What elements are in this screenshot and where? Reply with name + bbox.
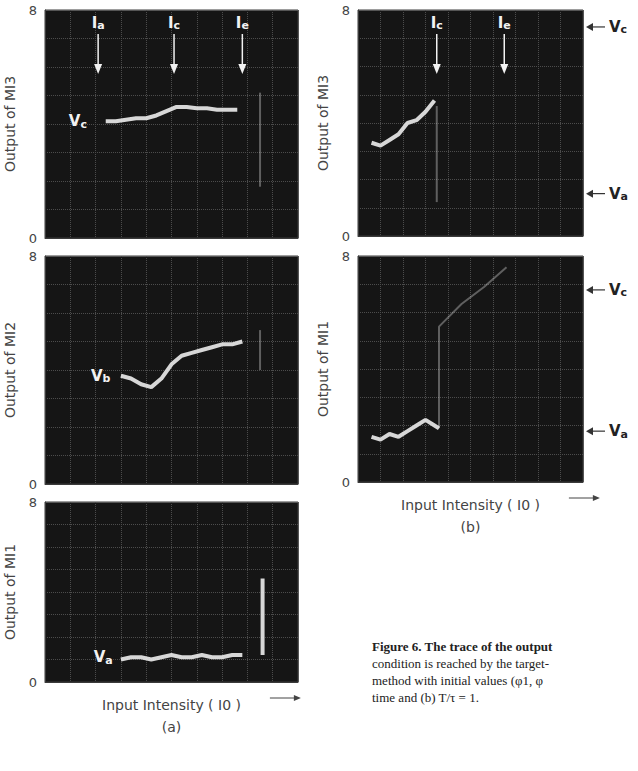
svg-text:e: e [241, 19, 248, 32]
svg-text:0: 0 [29, 477, 37, 492]
svg-text:V: V [94, 648, 106, 666]
svg-text:V: V [69, 112, 81, 130]
svg-text:condition is reached by the ta: condition is reached by the target- [372, 656, 549, 671]
svg-text:b: b [103, 372, 111, 385]
svg-text:I: I [235, 13, 242, 32]
svg-text:Output of MI1: Output of MI1 [2, 544, 18, 640]
svg-text:time and (b) T/τ = 1.: time and (b) T/τ = 1. [372, 690, 479, 705]
svg-text:Input Intensity ( I0 ): Input Intensity ( I0 ) [102, 697, 241, 713]
svg-text:0: 0 [29, 231, 37, 246]
svg-text:c: c [436, 19, 443, 32]
svg-text:c: c [80, 118, 87, 131]
svg-text:V: V [609, 185, 621, 203]
svg-text:8: 8 [342, 249, 350, 264]
svg-text:I: I [430, 13, 437, 32]
svg-text:V: V [609, 281, 621, 299]
svg-text:I: I [168, 13, 174, 32]
svg-text:a: a [105, 654, 112, 667]
svg-text:(a): (a) [162, 719, 182, 735]
svg-text:e: e [503, 19, 510, 32]
svg-text:Figure 6. The trace of the out: Figure 6. The trace of the output [372, 639, 553, 654]
svg-text:0: 0 [342, 475, 350, 490]
svg-text:a: a [621, 190, 628, 203]
svg-text:I: I [497, 13, 504, 32]
svg-text:c: c [621, 286, 628, 299]
svg-text:0: 0 [342, 229, 350, 244]
svg-text:Output of MI3: Output of MI3 [315, 75, 331, 171]
svg-text:a: a [621, 428, 628, 441]
svg-text:8: 8 [29, 249, 37, 264]
svg-text:8: 8 [342, 3, 350, 18]
svg-text:I: I [91, 13, 98, 32]
svg-text:V: V [609, 422, 621, 440]
svg-text:(b): (b) [461, 519, 481, 535]
svg-text:method with initial values (φ1: method with initial values (φ1, φ [372, 673, 543, 688]
svg-text:Output of MI3: Output of MI3 [2, 76, 18, 172]
svg-text:8: 8 [29, 495, 37, 510]
svg-text:c: c [621, 23, 628, 36]
svg-text:0: 0 [29, 675, 37, 690]
svg-text:a: a [97, 19, 104, 32]
svg-text:Output of MI1: Output of MI1 [315, 321, 331, 417]
svg-text:8: 8 [29, 3, 37, 18]
svg-text:V: V [609, 18, 621, 36]
svg-text:Output of MI2: Output of MI2 [2, 322, 18, 418]
svg-text:c: c [174, 19, 181, 32]
svg-text:V: V [91, 367, 103, 385]
svg-text:Input Intensity ( I0 ): Input Intensity ( I0 ) [401, 497, 540, 513]
